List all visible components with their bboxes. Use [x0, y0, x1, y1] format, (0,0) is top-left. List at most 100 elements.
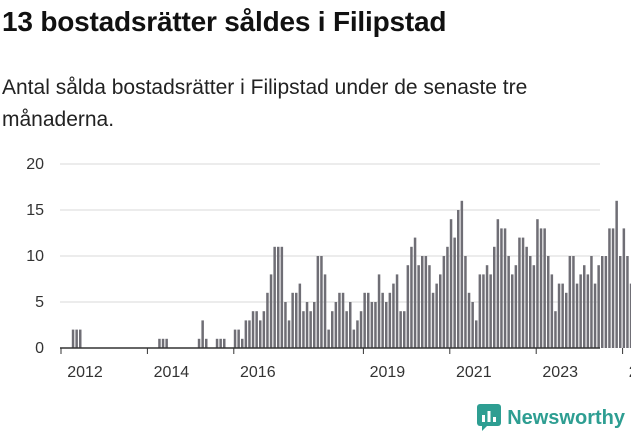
bar — [608, 228, 611, 348]
bar — [590, 256, 593, 348]
y-axis-tick-labels: 0 5 10 15 20 — [26, 156, 44, 357]
bar — [403, 311, 406, 348]
bar — [381, 292, 384, 348]
bar — [457, 210, 460, 348]
bar — [543, 228, 546, 348]
bar — [611, 228, 615, 348]
bar — [302, 311, 305, 348]
bar — [165, 338, 168, 348]
bar — [262, 311, 266, 348]
bar — [255, 311, 258, 348]
bar — [291, 292, 294, 348]
newsworthy-logo: Newsworthy — [477, 403, 625, 433]
bar — [367, 292, 370, 348]
bar — [575, 283, 579, 348]
bar — [536, 219, 539, 348]
y-tick-label: 10 — [26, 248, 44, 265]
bar — [241, 338, 244, 348]
bar — [341, 292, 345, 348]
bar — [467, 292, 471, 348]
bar — [550, 274, 554, 348]
bar — [280, 246, 284, 348]
bar — [579, 274, 582, 348]
bar — [583, 265, 586, 348]
bar — [532, 265, 536, 348]
bar — [205, 338, 208, 348]
bar — [75, 329, 78, 348]
y-tick-label: 0 — [35, 340, 44, 357]
bar — [161, 338, 165, 348]
bar — [489, 274, 492, 348]
bar — [359, 311, 363, 348]
x-tick-label: 2019 — [370, 364, 406, 381]
bar — [388, 292, 392, 348]
bar — [215, 338, 219, 348]
bar — [424, 256, 428, 348]
bar — [338, 292, 341, 348]
bar — [248, 320, 251, 348]
bar — [626, 256, 629, 348]
x-tick-label: 2016 — [240, 364, 276, 381]
bar — [313, 302, 316, 348]
bar — [565, 292, 568, 348]
bar — [284, 302, 287, 348]
bar — [586, 274, 590, 348]
bar — [277, 246, 280, 348]
bar — [622, 228, 626, 348]
bar — [370, 302, 374, 348]
y-tick-label: 5 — [35, 294, 44, 311]
bar — [500, 228, 503, 348]
bar — [431, 292, 435, 348]
bar — [305, 302, 309, 348]
y-tick-label: 20 — [26, 156, 44, 173]
bar — [503, 228, 507, 348]
bar — [334, 302, 338, 348]
bar — [237, 329, 240, 348]
bar — [597, 265, 600, 348]
bar — [421, 256, 424, 348]
bar — [158, 338, 161, 348]
bar — [273, 246, 276, 348]
bar — [385, 302, 388, 348]
bar — [601, 256, 604, 348]
x-tick-label: 2023 — [542, 364, 578, 381]
bar — [201, 320, 204, 348]
bar — [298, 283, 302, 348]
bar — [475, 320, 478, 348]
bar — [615, 200, 618, 348]
bar — [471, 302, 474, 348]
bar — [309, 311, 312, 348]
chart-title: 13 bostadsrätter såldes i Filipstad — [2, 6, 447, 37]
bar — [406, 265, 410, 348]
bar — [269, 274, 273, 348]
bar — [493, 246, 496, 348]
bar — [259, 320, 262, 348]
x-axis-tick-labels: 2012 2014 2016 2019 2021 2023 2025 — [60, 348, 631, 381]
bar — [561, 283, 564, 348]
bar — [266, 292, 269, 348]
bar — [619, 256, 622, 348]
bar — [460, 200, 464, 348]
bar — [417, 265, 420, 348]
bar — [518, 237, 521, 348]
bar — [482, 274, 485, 348]
bar — [525, 246, 528, 348]
bar — [79, 329, 82, 348]
bar — [478, 274, 482, 348]
x-tick-label: 2025 — [629, 364, 631, 381]
bar — [349, 302, 352, 348]
bar — [593, 283, 597, 348]
bar — [529, 256, 532, 348]
bar — [352, 329, 356, 348]
chart-subtitle: Antal sålda bostadsrätter i Filipstad un… — [2, 76, 528, 131]
bar — [514, 265, 518, 348]
y-tick-label: 15 — [26, 202, 44, 219]
bar — [442, 256, 446, 348]
bar — [604, 256, 608, 348]
bar — [439, 274, 442, 348]
bar — [377, 274, 381, 348]
x-tick-label: 2014 — [154, 364, 190, 381]
bar — [554, 311, 557, 348]
bar — [449, 219, 453, 348]
bar — [233, 329, 237, 348]
